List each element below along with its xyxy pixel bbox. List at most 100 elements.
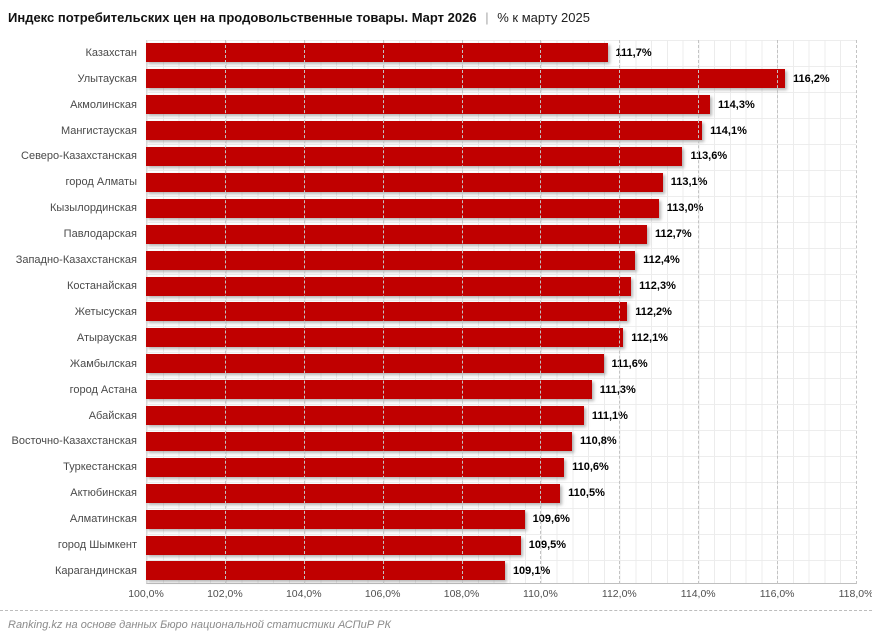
x-tick-label: 114,0% — [680, 588, 716, 601]
category-label: Акмолинская — [70, 98, 137, 111]
major-gridline — [540, 39, 542, 585]
bar — [146, 250, 636, 270]
major-gridline — [382, 39, 384, 585]
category-label: Жамбылская — [69, 357, 137, 370]
bar-row: Атырауская 112,1% — [77, 325, 856, 351]
category-label: Костанайская — [66, 280, 137, 293]
bar — [146, 535, 521, 555]
bar — [146, 43, 608, 63]
value-label: 112,3% — [639, 280, 676, 293]
value-label: 110,6% — [572, 461, 609, 474]
value-label: 109,1% — [512, 564, 551, 577]
bar-row: Костанайская 112,3% — [67, 273, 856, 299]
major-gridline — [461, 39, 463, 585]
category-label: Абайская — [88, 409, 137, 422]
x-axis: 100,0% 102,0% 104,0% 106,0% 108,0% 110,0% 112,… — [128, 584, 872, 604]
value-label: 113,1% — [670, 176, 708, 189]
major-gridline — [856, 39, 857, 585]
category-label: Актюбинская — [70, 487, 137, 500]
bar — [146, 198, 659, 218]
chart-subtitle: % к марту 2025 — [497, 10, 590, 25]
category-label: Западно-Казахстанская — [15, 254, 137, 267]
major-gridline — [303, 39, 305, 585]
value-label: 112,7% — [654, 228, 692, 241]
bar — [146, 431, 572, 451]
bar — [146, 561, 505, 581]
chart-title: Индекс потребительских цен на продовольс… — [8, 10, 477, 25]
x-tick-label: 112,0% — [601, 588, 637, 601]
category-label: город Алматы — [65, 176, 138, 189]
x-tick-label: 104,0% — [285, 588, 322, 601]
chart-title-bar: Индекс потребительских цен на продовольс… — [0, 0, 872, 40]
category-label: Кызылординская — [49, 202, 137, 215]
category-label: Казахстан — [85, 46, 137, 59]
bar-row: Жетысуская 112,2% — [75, 299, 856, 325]
category-label: Восточно-Казахстанская — [11, 435, 137, 448]
value-label: 111,1% — [591, 409, 628, 422]
value-label: 111,6% — [611, 357, 648, 370]
bar-row: Карагандинская 109,1% — [55, 558, 856, 584]
category-label: Улытауская — [77, 72, 138, 85]
value-label: 109,5% — [528, 539, 567, 552]
bar-row: город Алматы 113,1% — [66, 169, 856, 195]
category-label: Атырауская — [76, 331, 137, 344]
category-label: город Астана — [69, 383, 137, 396]
bar-row: Западно-Казахстанская 112,4% — [16, 247, 856, 273]
bar — [146, 172, 663, 192]
bar-row: Павлодарская 112,7% — [64, 221, 856, 247]
category-label: Карагандинская — [55, 564, 137, 577]
bar-row: Алматинская 109,6% — [70, 506, 856, 532]
bar — [146, 509, 525, 529]
title-separator: | — [485, 10, 489, 25]
bar-row: Жамбылская 111,6% — [70, 351, 856, 377]
x-tick-label: 110,0% — [523, 588, 558, 601]
x-tick-label: 102,0% — [207, 588, 243, 601]
bar — [146, 354, 604, 374]
bar-row: Акмолинская 114,3% — [70, 92, 856, 118]
category-label: Северо-Казахстанская — [21, 150, 137, 163]
bar — [146, 121, 703, 141]
bar — [146, 69, 785, 89]
major-gridline — [698, 39, 700, 585]
x-tick-label: 116,0% — [759, 588, 795, 601]
value-label: 110,8% — [580, 435, 617, 448]
bar-row: город Шымкент 109,5% — [58, 532, 856, 558]
category-label: Жетысуская — [74, 305, 137, 318]
category-label: Туркестанская — [63, 461, 137, 474]
bar — [146, 380, 592, 400]
bar — [146, 483, 561, 503]
bar — [146, 328, 624, 348]
value-label: 110,5% — [568, 487, 605, 500]
category-label: город Шымкент — [57, 539, 137, 552]
bar-row: Восточно-Казахстанская 110,8% — [11, 429, 856, 455]
value-label: 112,1% — [631, 331, 668, 344]
bar-row: Абайская 111,1% — [89, 403, 856, 429]
value-label: 111,3% — [599, 383, 636, 396]
source-note: Ranking.kz на основе данных Бюро национа… — [8, 619, 391, 632]
bar-row: Казахстан 111,7% — [85, 40, 856, 66]
bar-row: Улытауская 116,2% — [78, 66, 856, 92]
bar — [146, 146, 683, 166]
category-label: Павлодарская — [63, 228, 137, 241]
bar-row: Актюбинская 110,5% — [70, 480, 856, 506]
value-label: 109,6% — [532, 513, 570, 526]
bar — [146, 276, 632, 296]
bar — [146, 95, 711, 115]
major-gridline — [777, 39, 779, 585]
value-label: 112,4% — [643, 254, 680, 267]
value-label: 111,7% — [615, 46, 652, 59]
bar-row: Кызылординская 113,0% — [50, 195, 856, 221]
bar — [146, 224, 647, 244]
value-label: 112,2% — [635, 305, 672, 318]
bar-chart: Казахстан 111,7% Улытауская 116,2% Акмолинск… — [11, 39, 857, 585]
bar-row: город Астана 111,3% — [70, 377, 856, 403]
major-gridline — [619, 39, 621, 585]
bar — [146, 406, 584, 426]
bar-row: Северо-Казахстанская 113,6% — [21, 144, 856, 170]
category-label: Алматинская — [69, 513, 137, 526]
value-label: 113,6% — [690, 150, 728, 163]
bar-row: Туркестанская 110,6% — [63, 454, 856, 480]
x-tick-label: 118,0% — [838, 588, 872, 601]
bar-row: Мангистауская 114,1% — [61, 118, 856, 144]
bar — [146, 302, 628, 322]
